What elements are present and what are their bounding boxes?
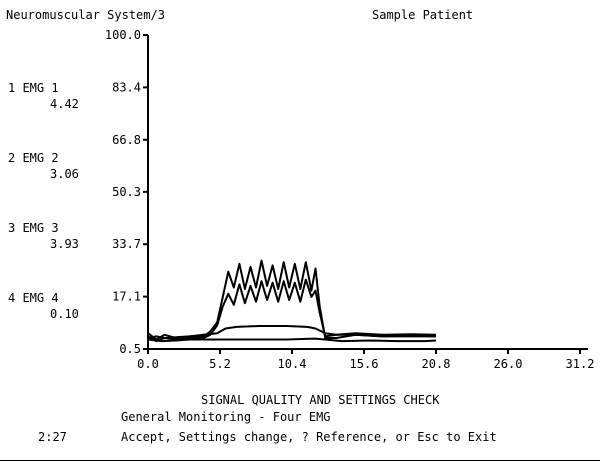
channel-2-value: 3.06 <box>50 167 79 181</box>
x-tick-label: 5.2 <box>209 357 231 371</box>
y-tick-label: 100.0 <box>105 28 141 42</box>
x-tick-label: 31.2 <box>566 357 595 371</box>
footer-mode: General Monitoring - Four EMG <box>121 410 331 424</box>
bottom-divider <box>0 460 600 461</box>
x-tick-label: 10.4 <box>278 357 307 371</box>
channel-4-value: 0.10 <box>50 307 79 321</box>
x-tick-label: 15.6 <box>350 357 379 371</box>
y-tick-label: 66.8 <box>112 133 141 147</box>
channel-3-label: 3 EMG 3 <box>8 221 59 235</box>
channel-1-value: 4.42 <box>50 97 79 111</box>
x-tick-label: 26.0 <box>494 357 523 371</box>
y-tick-label: 33.7 <box>112 237 141 251</box>
y-tick-label: 50.3 <box>112 185 141 199</box>
channel-1-label: 1 EMG 1 <box>8 81 59 95</box>
footer-title: SIGNAL QUALITY AND SETTINGS CHECK <box>201 393 440 407</box>
channel-3-value: 3.93 <box>50 237 79 251</box>
emg-series-line-1 <box>147 259 437 341</box>
channel-4-label: 4 EMG 4 <box>8 291 59 305</box>
emg-series-line-4 <box>147 337 437 343</box>
channel-2-label: 2 EMG 2 <box>8 151 59 165</box>
emg-series-line-3 <box>147 325 436 339</box>
y-tick-label: 17.1 <box>112 290 141 304</box>
elapsed-time: 2:27 <box>38 430 67 444</box>
y-tick-label: 83.4 <box>112 80 141 94</box>
emg-chart: 0.5 17.1 33.7 50.3 66.8 83.4 100.0 0.0 5.2 10.4 15… <box>105 28 595 371</box>
command-prompt[interactable]: Accept, Settings change, ? Reference, or… <box>121 430 497 444</box>
patient-name: Sample Patient <box>372 8 474 22</box>
y-tick-label: 0.5 <box>119 342 141 356</box>
x-tick-label: 20.8 <box>422 357 451 371</box>
emg-series-line-2 <box>147 278 437 343</box>
x-tick-label: 0.0 <box>137 357 159 371</box>
screen-title: Neuromuscular System/3 <box>6 8 165 22</box>
